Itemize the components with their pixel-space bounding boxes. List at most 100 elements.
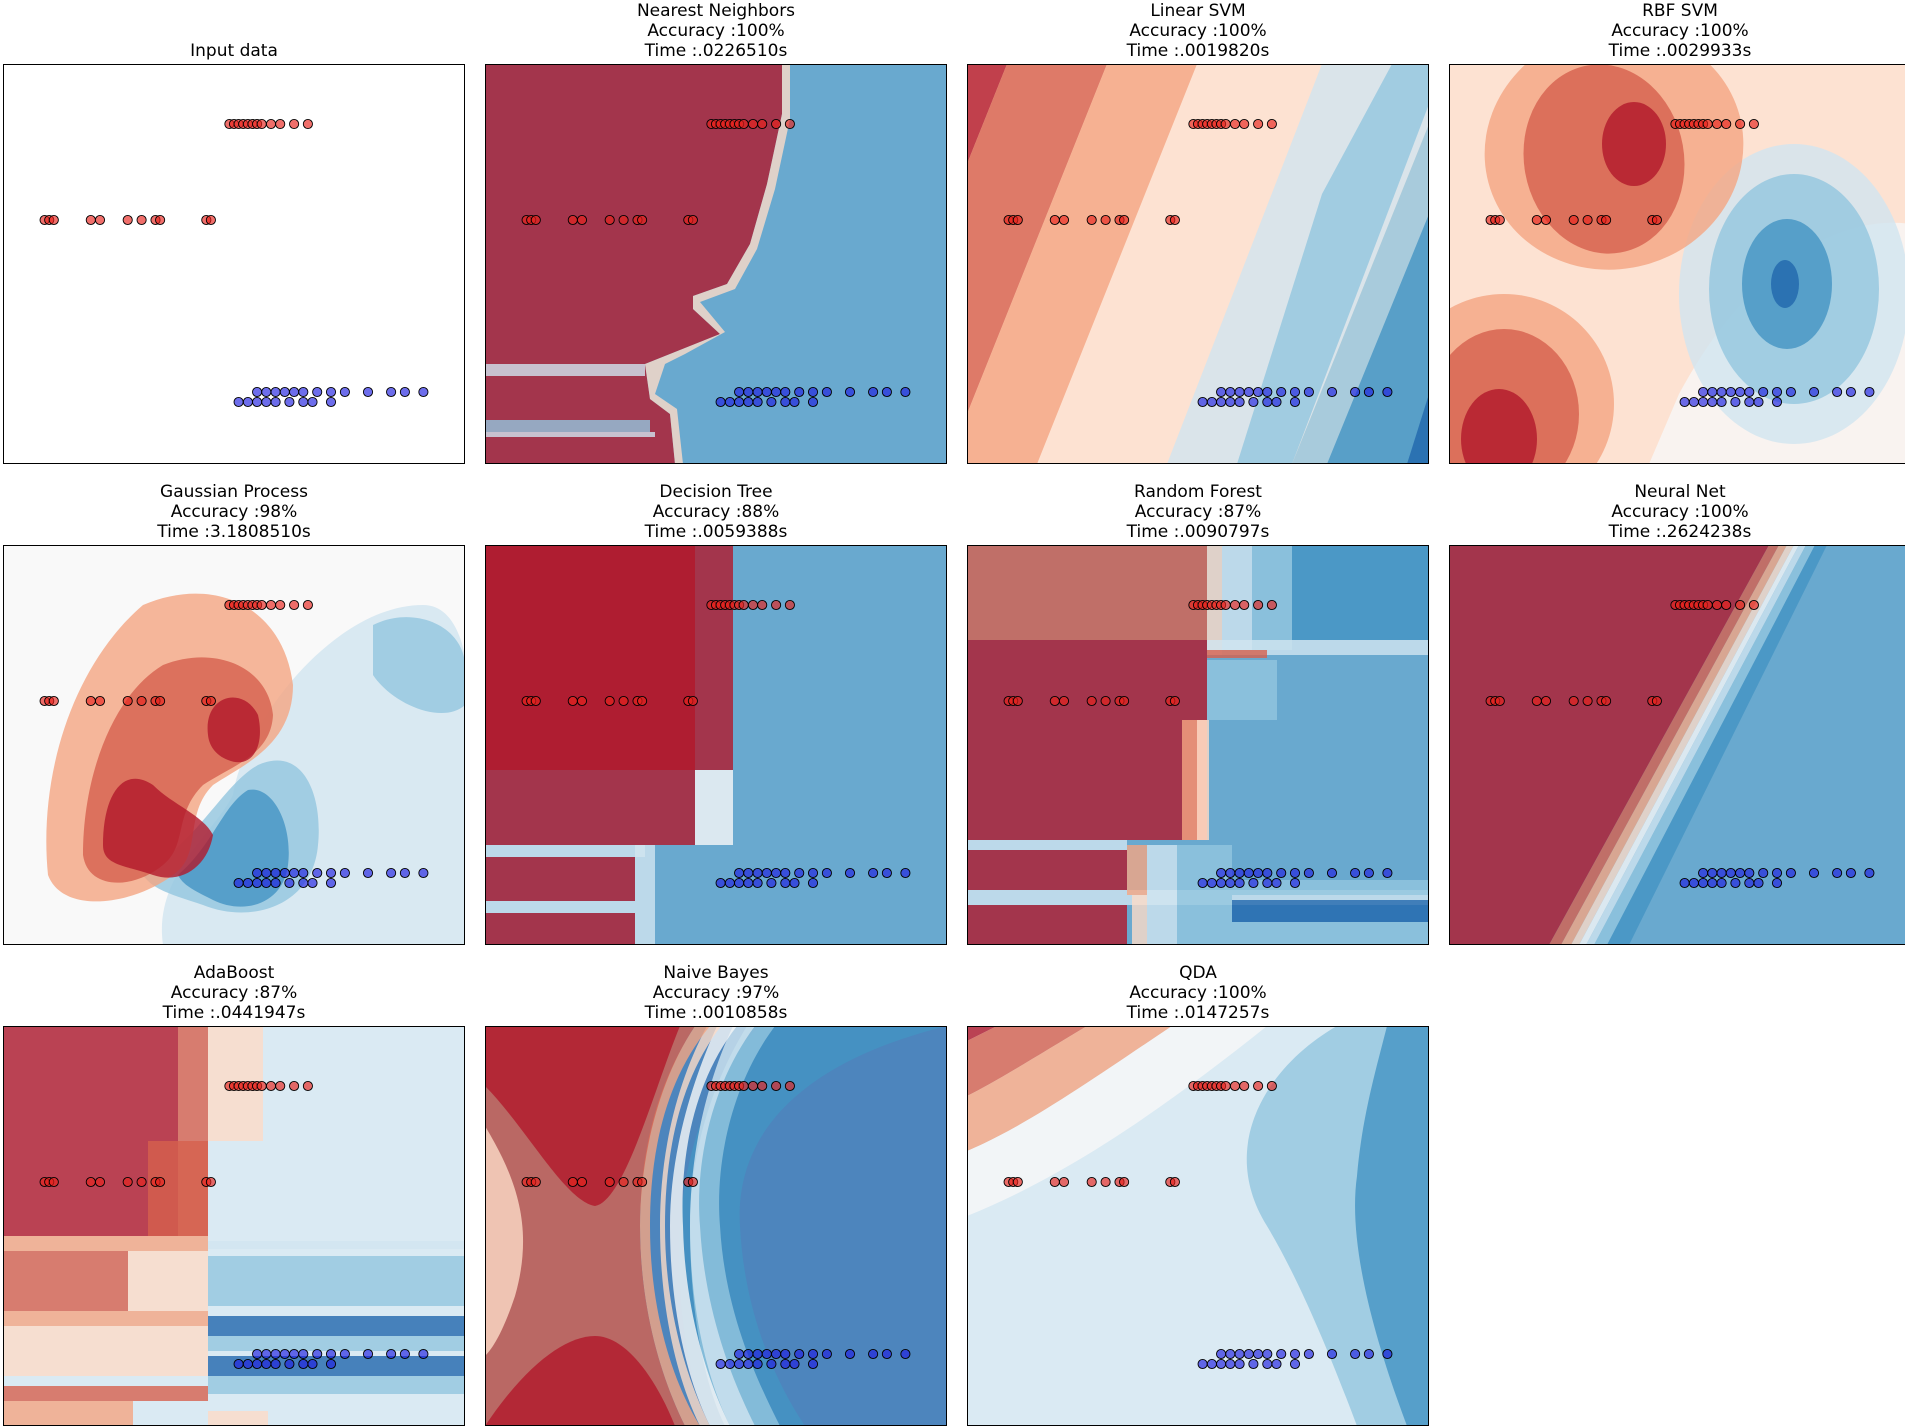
data-point-red xyxy=(1239,118,1250,130)
data-point-blue xyxy=(1725,386,1736,398)
panel-qda: QDA Accuracy :100% Time :.0147257s xyxy=(967,963,1429,1426)
decision-region xyxy=(1222,545,1252,650)
time-label: Time :.0441947s xyxy=(162,1003,306,1023)
data-point-red xyxy=(1049,214,1060,226)
decision-region xyxy=(485,545,695,845)
data-point-blue xyxy=(844,1348,856,1360)
data-point-blue xyxy=(881,867,892,879)
decision-region xyxy=(1232,880,1429,895)
plot-area xyxy=(3,64,465,464)
data-point-red xyxy=(784,599,795,611)
data-point-blue xyxy=(881,1348,892,1360)
panel-title: Input data xyxy=(190,41,278,61)
data-point-blue xyxy=(789,396,800,408)
data-point-blue xyxy=(743,877,754,889)
data-point-blue xyxy=(1234,386,1245,398)
panel-title: RBF SVM xyxy=(1642,1,1718,21)
data-point-red xyxy=(1711,118,1723,130)
data-point-red xyxy=(1568,695,1579,707)
decision-region xyxy=(1252,545,1292,650)
data-point-red xyxy=(265,599,277,611)
data-point-red xyxy=(771,118,782,130)
data-point-red xyxy=(302,118,313,130)
data-point-blue xyxy=(743,1358,754,1370)
data-point-blue xyxy=(752,867,763,879)
decision-region xyxy=(1586,545,1806,945)
panel-title: Nearest Neighbors xyxy=(636,1,796,21)
panel-random-forest: Random Forest Accuracy :87% Time :.0090797… xyxy=(967,482,1429,945)
decision-region xyxy=(485,364,645,376)
panel-naive-bayes: Naive Bayes Accuracy :97% Time :.0010858s xyxy=(485,963,947,1426)
data-point-red xyxy=(122,695,133,707)
decision-surface xyxy=(485,1026,947,1426)
data-point-blue xyxy=(339,1348,350,1360)
data-point-blue xyxy=(284,396,295,408)
data-point-red xyxy=(122,214,133,226)
decision-region xyxy=(208,1256,465,1306)
accuracy-label: Accuracy :97% xyxy=(652,983,780,1003)
data-point-blue xyxy=(1688,877,1699,889)
accuracy-label: Accuracy :100% xyxy=(1611,502,1749,522)
data-point-red xyxy=(637,1176,648,1188)
data-point-red xyxy=(275,1080,286,1092)
data-point-blue xyxy=(252,1358,263,1370)
data-point-blue xyxy=(252,386,263,398)
data-point-blue xyxy=(780,1358,791,1370)
data-point-blue xyxy=(270,386,281,398)
data-point-blue xyxy=(1216,386,1227,398)
data-point-red xyxy=(265,1080,277,1092)
data-point-blue xyxy=(821,1348,832,1360)
data-point-blue xyxy=(1271,1358,1282,1370)
decision-region xyxy=(208,1336,465,1351)
decision-region xyxy=(1147,845,1177,945)
data-point-blue xyxy=(252,877,263,889)
data-point-red xyxy=(1531,214,1542,226)
data-point-blue xyxy=(1225,867,1236,879)
time-label: Time :.0059388s xyxy=(644,522,788,542)
data-point-blue xyxy=(1197,396,1208,408)
data-point-red xyxy=(1169,1176,1180,1188)
data-point-red xyxy=(1058,1176,1070,1188)
decision-region xyxy=(1461,389,1537,464)
data-point-blue xyxy=(734,396,745,408)
data-point-red xyxy=(1169,214,1180,226)
data-point-blue xyxy=(1289,877,1301,889)
data-point-red xyxy=(136,1176,147,1188)
data-point-red xyxy=(1266,599,1277,611)
data-point-red xyxy=(94,1176,106,1188)
data-point-blue xyxy=(1785,867,1796,879)
data-point-blue xyxy=(298,386,309,398)
decision-region xyxy=(485,857,635,901)
data-point-red xyxy=(94,214,106,226)
decision-region xyxy=(1594,545,1815,945)
data-point-blue xyxy=(1225,877,1236,889)
panel-title: Gaussian Process xyxy=(160,482,308,502)
data-point-blue xyxy=(399,386,410,398)
data-point-blue xyxy=(1243,867,1254,879)
data-point-blue xyxy=(1744,396,1755,408)
data-point-blue xyxy=(715,396,726,408)
data-point-blue xyxy=(1271,396,1282,408)
data-point-blue xyxy=(794,386,805,398)
data-point-red xyxy=(1582,214,1593,226)
data-point-blue xyxy=(1216,867,1227,879)
data-point-red xyxy=(1100,214,1111,226)
data-point-red xyxy=(1086,1176,1097,1188)
data-point-blue xyxy=(1698,386,1709,398)
panel-title: AdaBoost xyxy=(193,963,275,983)
data-point-blue xyxy=(270,1358,281,1370)
data-point-blue xyxy=(794,1348,805,1360)
data-point-blue xyxy=(1864,386,1875,398)
decision-region xyxy=(1207,650,1267,658)
accuracy-label: Accuracy :100% xyxy=(1611,21,1749,41)
data-point-blue xyxy=(1326,867,1338,879)
decision-region xyxy=(3,1401,133,1426)
data-point-red xyxy=(687,695,698,707)
data-point-blue xyxy=(1716,386,1727,398)
data-point-red xyxy=(1601,214,1612,226)
decision-region xyxy=(485,1336,675,1426)
data-point-blue xyxy=(1216,1358,1227,1370)
decision-region xyxy=(485,845,645,857)
decision-region xyxy=(1579,545,1799,945)
data-point-blue xyxy=(261,396,272,408)
